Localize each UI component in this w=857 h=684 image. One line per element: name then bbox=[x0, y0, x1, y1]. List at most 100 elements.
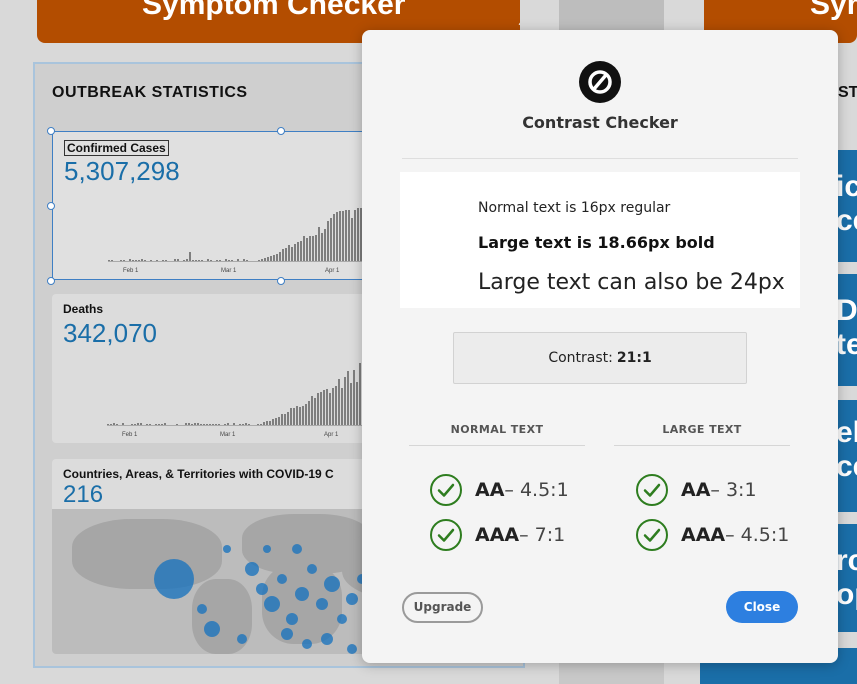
map-dot bbox=[263, 545, 271, 553]
map-dot bbox=[337, 614, 347, 624]
chart-bar bbox=[336, 212, 338, 262]
chart-bar bbox=[285, 247, 287, 262]
resize-handle[interactable] bbox=[277, 127, 285, 135]
chart-bar bbox=[320, 392, 322, 426]
close-button[interactable]: Close bbox=[726, 591, 798, 623]
chart-bar bbox=[297, 242, 299, 262]
chart-bar bbox=[122, 423, 124, 426]
tick-label: Mar 1 bbox=[221, 268, 237, 274]
chart-bar bbox=[188, 423, 190, 426]
chart-bar bbox=[291, 246, 293, 262]
chart-bar bbox=[161, 423, 163, 426]
result-threshold: – 4.5:1 bbox=[504, 479, 569, 501]
result-threshold: – 4.5:1 bbox=[725, 524, 790, 546]
chart-bar bbox=[308, 401, 310, 426]
map-dot bbox=[237, 634, 247, 644]
tick-label: Mar 1 bbox=[220, 432, 236, 438]
normal-aaa-result: AAA – 7:1 bbox=[429, 518, 565, 552]
chart-bar bbox=[315, 234, 317, 262]
chart-bar bbox=[314, 398, 316, 426]
chart-bar bbox=[303, 236, 305, 262]
chart-bar bbox=[311, 396, 313, 426]
divider bbox=[402, 158, 798, 159]
chart-bar bbox=[296, 405, 298, 426]
chart-bar bbox=[299, 407, 301, 426]
map-dot bbox=[204, 621, 220, 637]
chart-bar bbox=[339, 211, 341, 262]
result-level: AAA bbox=[681, 524, 726, 546]
countries-value: 216 bbox=[63, 481, 104, 508]
deaths-bar-chart bbox=[107, 346, 367, 426]
map-dot bbox=[302, 639, 312, 649]
confirmed-cases-value: 5,307,298 bbox=[64, 156, 180, 186]
resize-handle[interactable] bbox=[47, 202, 55, 210]
chart-bar bbox=[300, 241, 302, 262]
chart-bar bbox=[267, 257, 269, 262]
resize-handle[interactable] bbox=[47, 127, 55, 135]
chart-bar bbox=[146, 423, 148, 426]
map-dot bbox=[197, 604, 207, 614]
chart-bar bbox=[306, 237, 308, 262]
chart-bar bbox=[186, 259, 188, 262]
normal-text-sample: Normal text is 16px regular bbox=[478, 200, 671, 216]
chart-bar bbox=[137, 423, 139, 426]
symptom-checker-button[interactable]: Symptom Checker ❯ bbox=[37, 0, 520, 43]
chart-bar bbox=[323, 390, 325, 426]
chart-bar bbox=[107, 423, 109, 426]
contrast-checker-modal: Contrast Checker Normal text is 16px reg… bbox=[362, 30, 838, 663]
chart-bar bbox=[305, 404, 307, 426]
map-dot bbox=[264, 596, 280, 612]
result-level: AAA bbox=[475, 524, 520, 546]
chart-bar bbox=[195, 259, 197, 262]
chart-bar bbox=[189, 252, 191, 262]
chart-bar bbox=[294, 244, 296, 262]
chart-bar bbox=[116, 423, 118, 426]
resize-handle[interactable] bbox=[47, 277, 55, 285]
map-dot bbox=[307, 564, 317, 574]
chart-bar bbox=[347, 370, 349, 426]
chart-bar bbox=[212, 423, 214, 426]
chart-bar bbox=[174, 259, 176, 262]
chart-bar bbox=[353, 370, 355, 426]
chart-bar bbox=[345, 210, 347, 262]
map-dot bbox=[347, 644, 357, 654]
chart-bar bbox=[344, 376, 346, 426]
chart-bar bbox=[227, 423, 229, 426]
large-text-header: LARGE TEXT bbox=[614, 423, 790, 446]
normal-aa-result: AA – 4.5:1 bbox=[429, 473, 569, 507]
resize-handle[interactable] bbox=[277, 277, 285, 285]
chart-bar bbox=[354, 210, 356, 262]
map-dot bbox=[256, 583, 268, 595]
chart-bar bbox=[264, 258, 266, 262]
chart-bar bbox=[333, 213, 335, 262]
arrow-right-icon: ❯ bbox=[515, 0, 520, 25]
chart-bar bbox=[330, 217, 332, 262]
chart-bar bbox=[225, 259, 227, 262]
chart-bar bbox=[266, 420, 268, 426]
right-column-heading: STA bbox=[838, 84, 857, 101]
map-dot bbox=[154, 559, 194, 599]
map-dot bbox=[277, 574, 287, 584]
outbreak-statistics-title: OUTBREAK STATISTICS bbox=[52, 84, 248, 101]
tick-label: Feb 1 bbox=[123, 268, 139, 274]
chart-bar bbox=[312, 236, 314, 262]
chart-bar bbox=[318, 227, 320, 262]
upgrade-button[interactable]: Upgrade bbox=[402, 592, 483, 623]
map-dot bbox=[295, 587, 309, 601]
chart-bar bbox=[141, 259, 143, 262]
chart-bar bbox=[194, 423, 196, 426]
confirmed-cases-label: Confirmed Cases bbox=[64, 140, 169, 156]
check-circle-icon bbox=[636, 519, 668, 551]
chart-bar bbox=[185, 423, 187, 426]
symptom-checker-label: Symptom Checker bbox=[142, 0, 406, 21]
contrast-checker-logo-icon bbox=[579, 61, 621, 103]
chart-bar bbox=[203, 423, 205, 426]
chart-bar bbox=[338, 379, 340, 426]
check-circle-icon bbox=[430, 474, 462, 506]
chart-bar bbox=[177, 259, 179, 262]
chart-bar bbox=[224, 423, 226, 426]
chart-bar bbox=[342, 210, 344, 262]
map-dot bbox=[292, 544, 302, 554]
map-dot bbox=[316, 598, 328, 610]
chart-bar bbox=[233, 423, 235, 426]
